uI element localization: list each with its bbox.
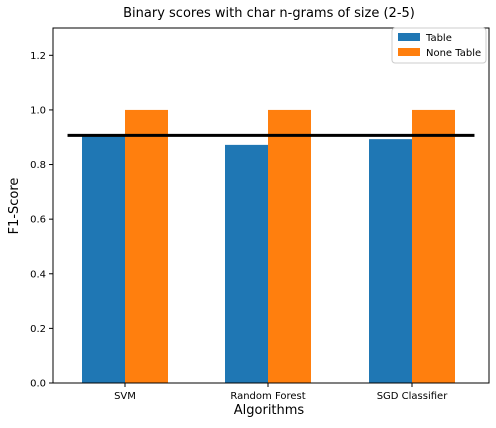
x-tick-label-sgd-classifier: SGD Classifier [377, 391, 449, 402]
legend-label-none-table: None Table [426, 48, 481, 59]
y-tick-label: 0.8 [30, 160, 46, 171]
bar-table-svm [82, 135, 125, 383]
legend: Table None Table [391, 27, 487, 64]
chart-title: Binary scores with char n-grams of size … [123, 6, 415, 21]
bar-none-table-sgd-classifier [412, 109, 455, 383]
y-axis: 0.0 0.2 0.4 0.6 0.8 1.0 1.2 [30, 51, 53, 390]
bar-table-sgd-classifier [369, 139, 412, 383]
bar-none-table-svm [125, 109, 168, 383]
y-axis-label: F1-Score [7, 178, 22, 235]
plot-frame [52, 27, 490, 384]
x-axis-label: Algorithms [234, 403, 305, 418]
y-tick-label: 1.0 [30, 105, 46, 116]
x-axis: SVM Random Forest SGD Classifier [114, 383, 448, 402]
y-tick-label: 0.6 [30, 215, 46, 226]
bars-layer [82, 109, 455, 383]
x-tick-label-svm: SVM [114, 391, 136, 402]
y-tick-label: 1.2 [30, 51, 46, 62]
y-tick-label: 0.0 [30, 379, 46, 390]
bar-table-random-forest [225, 144, 268, 383]
y-tick-label: 0.2 [30, 324, 46, 335]
x-tick-label-random-forest: Random Forest [230, 391, 305, 402]
bar-none-table-random-forest [268, 109, 311, 383]
legend-swatch-none-table [398, 48, 420, 56]
legend-swatch-table [398, 33, 420, 41]
y-tick-label: 0.4 [30, 269, 46, 280]
legend-label-table: Table [425, 33, 452, 44]
